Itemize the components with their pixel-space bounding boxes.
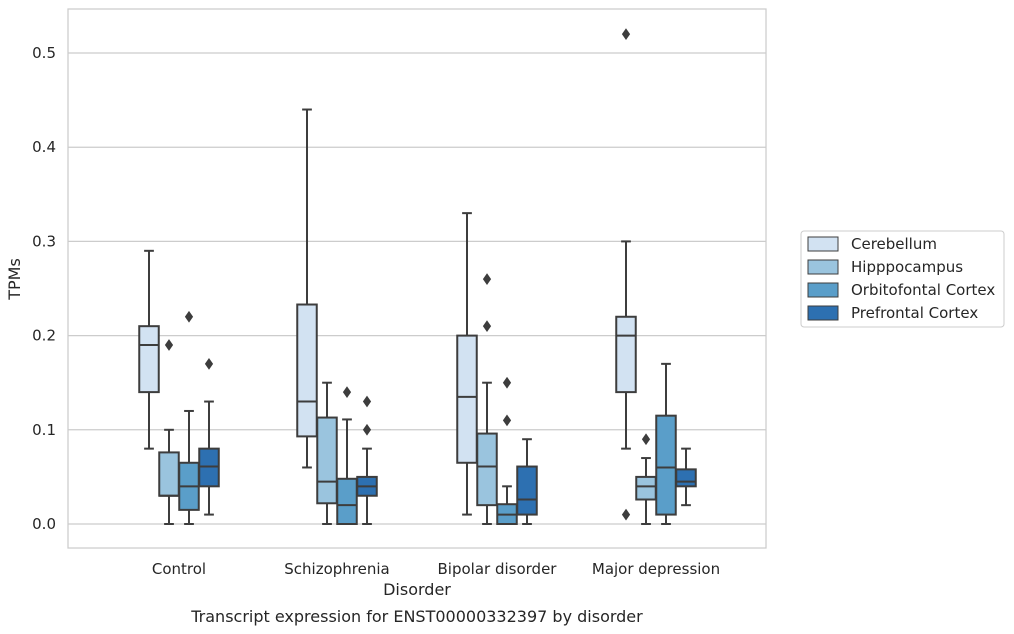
- legend-label: Orbitofontal Cortex: [851, 281, 995, 299]
- outlier-point: [204, 357, 214, 370]
- box-group: [158, 339, 180, 525]
- box: [336, 477, 358, 525]
- legend-swatch: [807, 236, 839, 252]
- box-group: [655, 362, 677, 525]
- legend-swatch: [807, 305, 839, 321]
- box: [158, 451, 180, 497]
- x-tick-label: Bipolar disorder: [438, 560, 558, 578]
- y-tick-label: 0.2: [32, 327, 56, 345]
- y-axis-title: TPMs: [5, 258, 24, 301]
- legend-label: Hipppocampus: [851, 258, 963, 276]
- x-tick-label: Major depression: [592, 560, 720, 578]
- box-group: [615, 28, 637, 521]
- box: [476, 432, 498, 507]
- y-tick-label: 0.4: [32, 138, 56, 156]
- box-series-group: [138, 28, 697, 525]
- legend-label: Prefrontal Cortex: [851, 304, 978, 322]
- x-tick-label: Schizophrenia: [284, 560, 389, 578]
- box-group: [496, 376, 518, 525]
- box-group: [178, 310, 200, 525]
- box: [635, 475, 657, 501]
- box-group: [336, 386, 358, 525]
- y-tick-label: 0.3: [32, 232, 56, 250]
- box-group: [198, 357, 220, 516]
- box-group: [296, 108, 318, 469]
- y-tick-label: 0.1: [32, 421, 56, 439]
- legend-frame: [800, 230, 1005, 328]
- box-group: [138, 249, 160, 450]
- outlier-point: [502, 414, 512, 427]
- x-tick-label: Control: [152, 560, 206, 578]
- box: [296, 303, 318, 438]
- outlier-point: [641, 433, 651, 446]
- x-axis-title: Disorder: [383, 580, 451, 599]
- outlier-point: [362, 395, 372, 408]
- box-group: [675, 447, 697, 507]
- box-group: [316, 381, 338, 525]
- outlier-point: [164, 339, 174, 351]
- figure-caption: Transcript expression for ENST0000033239…: [190, 607, 643, 626]
- box-group: [456, 212, 478, 516]
- x-axis-ticks: Control Schizophrenia Bipolar disorder Majo…: [152, 560, 720, 578]
- box-group: [635, 433, 657, 525]
- outlier-point: [482, 320, 492, 333]
- outlier-point: [502, 376, 512, 389]
- box: [138, 325, 160, 394]
- box: [516, 465, 538, 516]
- box: [655, 414, 677, 516]
- box: [615, 315, 637, 394]
- box: [316, 416, 338, 505]
- legend: Cerebellum Hipppocampus Orbitofontal Corte…: [800, 230, 1005, 328]
- legend-label: Cerebellum: [851, 235, 937, 253]
- plot-area: [67, 8, 767, 549]
- y-tick-label: 0.5: [32, 44, 56, 62]
- box-group: [476, 273, 498, 525]
- legend-swatch: [807, 259, 839, 275]
- legend-items: Cerebellum Hipppocampus Orbitofontal Corte…: [807, 235, 995, 322]
- box: [456, 334, 478, 464]
- outlier-point: [621, 508, 631, 521]
- outlier-point: [362, 423, 372, 436]
- outlier-point: [482, 273, 492, 285]
- box: [675, 468, 697, 488]
- y-axis-ticks: 0.0 0.1 0.2 0.3 0.4 0.5: [32, 44, 56, 533]
- box-group: [516, 438, 538, 525]
- outlier-point: [621, 28, 631, 41]
- y-tick-label: 0.0: [32, 515, 56, 533]
- outlier-point: [342, 386, 352, 398]
- outlier-point: [184, 310, 194, 323]
- box-group: [356, 395, 378, 525]
- legend-swatch: [807, 282, 839, 298]
